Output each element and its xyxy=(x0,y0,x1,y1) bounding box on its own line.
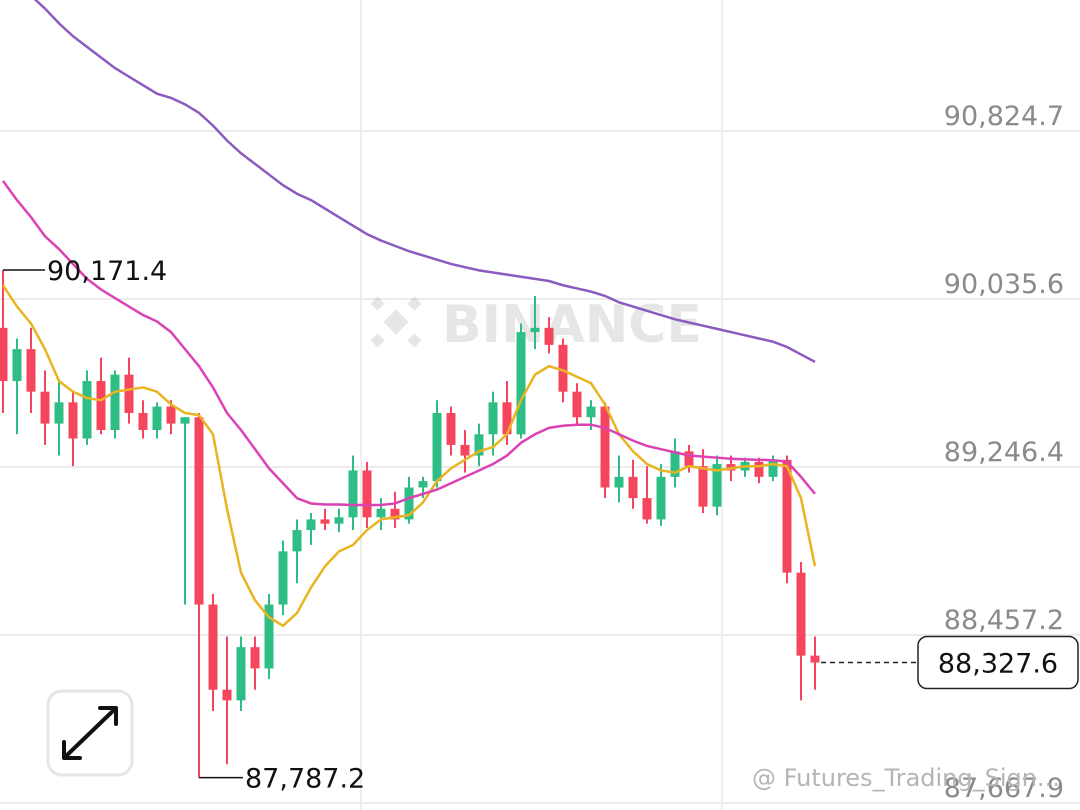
low-marker-label: 87,787.2 xyxy=(245,764,365,795)
high-marker-label: 90,171.4 xyxy=(47,256,167,287)
candle-body xyxy=(0,327,8,382)
candle-body xyxy=(208,604,218,690)
expand-button[interactable] xyxy=(46,689,134,777)
y-tick-label: 88,457.2 xyxy=(944,605,1064,636)
watermark-text: BINANCE xyxy=(442,295,702,355)
candle-body xyxy=(236,647,246,701)
candle-body xyxy=(404,487,414,520)
candle-body xyxy=(320,519,330,524)
moving-average-line xyxy=(1,284,817,628)
candle-body xyxy=(670,451,680,477)
candle-body xyxy=(194,417,204,605)
y-tick-label: 89,246.4 xyxy=(944,437,1064,468)
candle-body xyxy=(712,464,722,507)
candle-body xyxy=(26,349,36,392)
y-tick-label: 90,824.7 xyxy=(944,101,1064,132)
candle-body xyxy=(796,572,806,656)
candle-body xyxy=(348,470,358,518)
moving-average-line xyxy=(33,0,816,363)
candle-body xyxy=(530,327,540,333)
candle-body xyxy=(250,647,260,669)
candle-body xyxy=(572,391,582,418)
candle-body xyxy=(628,476,638,499)
candle-body xyxy=(12,349,22,382)
candle-body xyxy=(264,604,274,669)
candle-body xyxy=(124,374,134,413)
candle-body xyxy=(82,381,92,439)
candle-body xyxy=(278,551,288,605)
moving-average-line xyxy=(1,180,816,507)
candle-body xyxy=(152,406,162,431)
candle-body xyxy=(810,655,820,663)
candle-body xyxy=(138,412,148,431)
last-price-label: 88,327.6 xyxy=(938,649,1058,680)
candle-body xyxy=(40,391,50,424)
candle-body xyxy=(488,402,498,435)
y-tick-label: 87,667.9 xyxy=(944,773,1064,804)
candle-body xyxy=(600,406,610,488)
candle-body xyxy=(544,327,554,345)
candle-body xyxy=(502,402,512,435)
candle-body xyxy=(446,412,456,445)
candle-body xyxy=(432,412,442,482)
candle-body xyxy=(460,444,470,456)
candle-body xyxy=(474,434,484,456)
y-tick-label: 90,035.6 xyxy=(944,269,1064,300)
candle-body xyxy=(110,374,120,431)
candle-body xyxy=(768,459,778,477)
candle-body xyxy=(222,689,232,701)
candle-body xyxy=(362,470,372,518)
candle-body xyxy=(782,459,792,573)
candle-body xyxy=(180,417,190,424)
last-price-box xyxy=(917,635,1079,690)
candle-body xyxy=(642,498,652,520)
candle-body xyxy=(418,481,428,488)
candle-body xyxy=(306,519,316,531)
candle-body xyxy=(54,402,64,424)
candle-body xyxy=(292,530,302,552)
candle-body xyxy=(68,402,78,439)
candle-body xyxy=(684,451,694,467)
candle-body xyxy=(614,476,624,488)
candle-body xyxy=(516,332,526,435)
candle-body xyxy=(558,344,568,392)
watermark: BINANCE xyxy=(370,295,702,355)
candle-body xyxy=(656,476,666,520)
candle-body xyxy=(334,517,344,524)
candle-body xyxy=(698,466,708,507)
candle-body xyxy=(166,406,176,424)
candle-body xyxy=(390,508,400,520)
candle-body xyxy=(96,381,106,431)
candle-body xyxy=(754,461,764,477)
candle-body xyxy=(586,406,596,418)
candle-body xyxy=(376,508,386,518)
footer-text: @ Futures_Trading_Sign... xyxy=(752,764,1060,792)
